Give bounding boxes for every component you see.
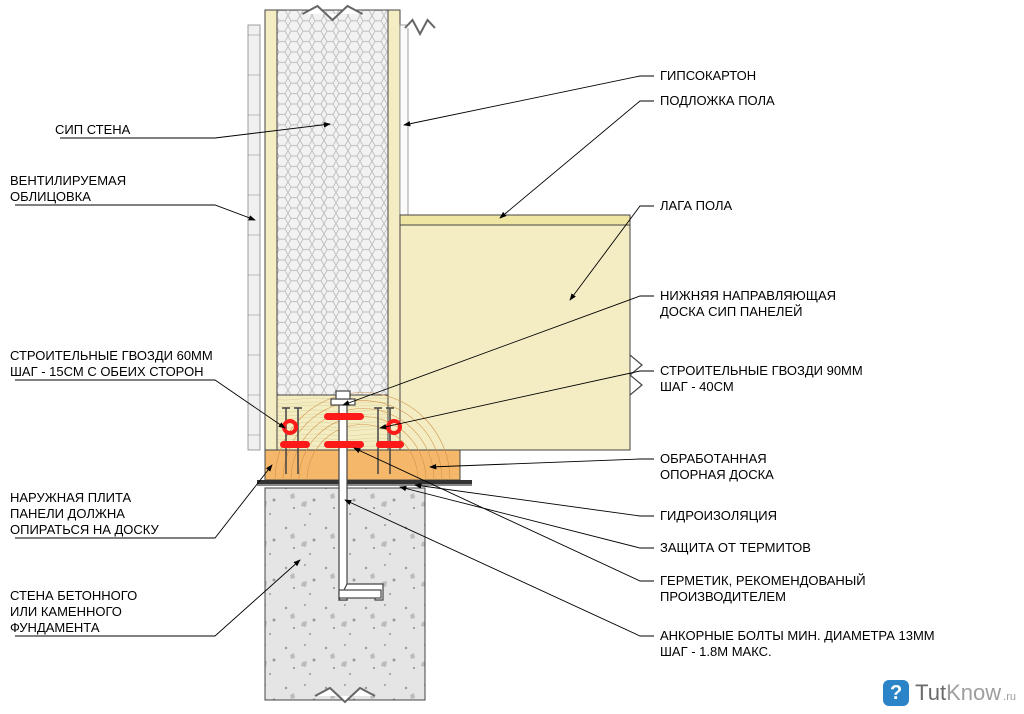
svg-text:ЛАГА ПОЛА: ЛАГА ПОЛА <box>660 198 732 213</box>
svg-text:НАРУЖНАЯ ПЛИТАПАНЕЛИ ДОЛЖНАОПИ: НАРУЖНАЯ ПЛИТАПАНЕЛИ ДОЛЖНАОПИРАТЬСЯ НА … <box>10 490 160 537</box>
watermark-brand2: Know <box>946 680 1001 706</box>
watermark-brand1: Tut <box>915 680 946 706</box>
svg-text:ГЕРМЕТИК, РЕКОМЕНДОВАНЫЙПРОИЗВ: ГЕРМЕТИК, РЕКОМЕНДОВАНЫЙПРОИЗВОДИТЕЛЕМ <box>660 573 866 604</box>
sip-foundation-diagram: СИП СТЕНА ВЕНТИЛИРУЕМАЯОБЛИЦОВКА СТРОИТЕЛЬ… <box>0 0 1024 714</box>
svg-text:АНКОРНЫЕ БОЛТЫ МИН. ДИАМЕТРА 1: АНКОРНЫЕ БОЛТЫ МИН. ДИАМЕТРА 13ММШАГ - 1… <box>660 628 935 659</box>
svg-text:ЗАЩИТА ОТ ТЕРМИТОВ: ЗАЩИТА ОТ ТЕРМИТОВ <box>660 540 811 555</box>
svg-text:НИЖНЯЯ НАПРАВЛЯЮЩАЯДОСКА СИП П: НИЖНЯЯ НАПРАВЛЯЮЩАЯДОСКА СИП ПАНЕЛЕЙ <box>660 288 836 319</box>
cross-section <box>248 6 642 702</box>
question-icon: ? <box>883 680 909 706</box>
svg-text:СТРОИТЕЛЬНЫЕ ГВОЗДИ 60ММШАГ -: СТРОИТЕЛЬНЫЕ ГВОЗДИ 60ММШАГ - 15СМ С ОБЕ… <box>10 348 213 379</box>
watermark: ? TutKnow .ru <box>883 680 1016 706</box>
svg-text:СТРОИТЕЛЬНЫЕ ГВОЗДИ 90ММШАГ -: СТРОИТЕЛЬНЫЕ ГВОЗДИ 90ММШАГ - 40СМ <box>660 363 863 394</box>
svg-text:ОБРАБОТАННАЯОПОРНАЯ ДОСКА: ОБРАБОТАННАЯОПОРНАЯ ДОСКА <box>660 451 774 482</box>
svg-text:ВЕНТИЛИРУЕМАЯОБЛИЦОВКА: ВЕНТИЛИРУЕМАЯОБЛИЦОВКА <box>10 173 126 204</box>
svg-text:СТЕНА БЕТОННОГОИЛИ КАМЕННОГОФУ: СТЕНА БЕТОННОГОИЛИ КАМЕННОГОФУНДАМЕНТА <box>10 588 137 635</box>
svg-text:СИП СТЕНА: СИП СТЕНА <box>55 122 131 137</box>
svg-text:ПОДЛОЖКА ПОЛА: ПОДЛОЖКА ПОЛА <box>660 93 775 108</box>
svg-text:ГИДРОИЗОЛЯЦИЯ: ГИДРОИЗОЛЯЦИЯ <box>660 508 777 523</box>
watermark-domain: .ru <box>1003 691 1016 703</box>
svg-text:ГИПСОКАРТОН: ГИПСОКАРТОН <box>660 68 756 83</box>
